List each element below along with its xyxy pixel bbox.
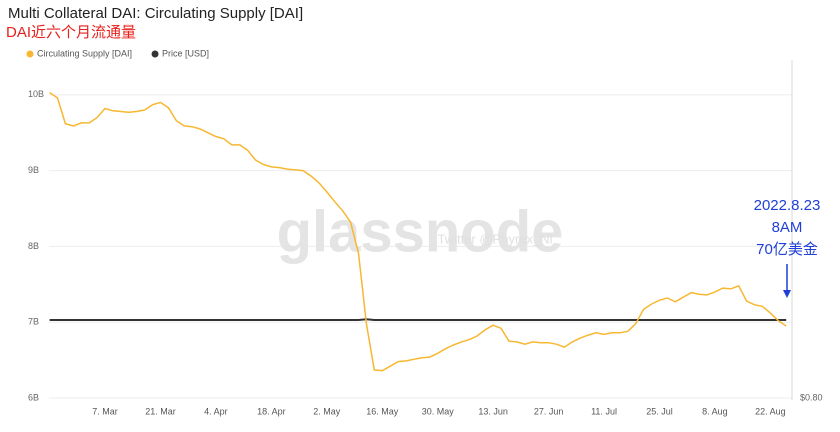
watermark: glassnode — [277, 199, 564, 264]
x-tick-label: 8. Aug — [702, 406, 728, 416]
legend-marker — [26, 50, 34, 58]
x-tick-label: 25. Jul — [646, 406, 673, 416]
annotation: 2022.8.23 — [754, 197, 821, 214]
series-line — [49, 318, 787, 321]
x-tick-label: 4. Apr — [204, 406, 228, 416]
legend-marker — [151, 50, 159, 58]
chart-subtitle: DAI近六个月流通量 — [6, 24, 136, 41]
x-tick-label: 7. Mar — [92, 406, 118, 416]
y2-tick-label: $0.80 — [800, 392, 823, 402]
x-tick-label: 22. Aug — [755, 406, 786, 416]
legend-label: Circulating Supply [DAI] — [37, 48, 132, 58]
chart-title: Multi Collateral DAI: Circulating Supply… — [8, 5, 303, 22]
y-tick-label: 10B — [28, 89, 44, 99]
annotation-arrowhead — [783, 290, 791, 298]
x-tick-label: 27. Jun — [534, 406, 564, 416]
x-tick-label: 13. Jun — [478, 406, 508, 416]
x-tick-label: 18. Apr — [257, 406, 286, 416]
x-tick-label: 30. May — [422, 406, 455, 416]
x-tick-label: 11. Jul — [591, 406, 617, 416]
x-tick-label: 2. May — [313, 406, 341, 416]
series-line — [49, 91, 787, 372]
annotation: 8AM — [772, 219, 803, 236]
x-tick-label: 21. Mar — [145, 406, 176, 416]
legend-label: Price [USD] — [162, 48, 209, 58]
annotation: 70亿美金 — [756, 241, 818, 258]
y-tick-label: 7B — [28, 317, 39, 327]
x-tick-label: 16. May — [366, 406, 399, 416]
y-tick-label: 6B — [28, 392, 39, 402]
y-tick-label: 8B — [28, 241, 39, 251]
y-tick-label: 9B — [28, 165, 39, 175]
watermark-sub: Twitter @Phyrex_Ni — [437, 231, 552, 246]
